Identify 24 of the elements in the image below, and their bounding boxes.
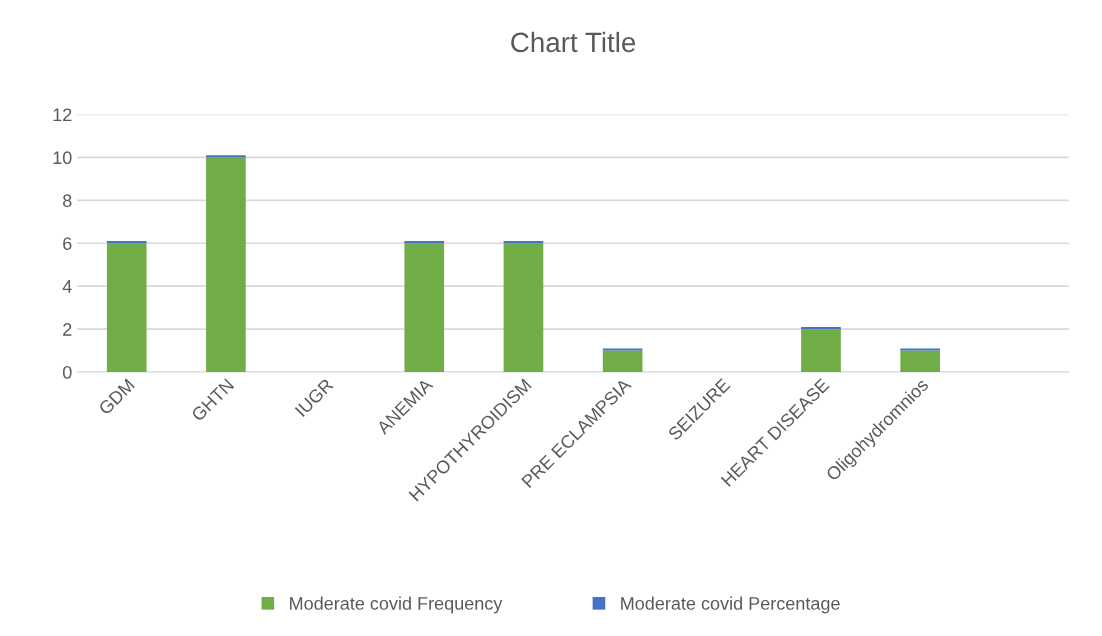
y-tick-label: 6 [63,237,72,250]
bar [503,243,544,373]
bar [106,243,147,373]
bar [602,350,643,373]
bar [206,157,246,373]
bar [404,241,445,244]
legend-label: Moderate covid Frequency [290,596,503,614]
y-tick-label: 10 [53,151,72,165]
bar [602,348,643,351]
y-tick-label: 4 [62,280,72,293]
y-tick-label: 0 [62,365,72,379]
legend-label: Moderate covid Percentage [621,596,840,614]
bar [801,329,841,373]
y-tick-label: 2 [63,323,72,336]
bar [503,241,544,244]
bar [106,241,147,244]
bar [900,348,941,351]
bar [404,243,445,373]
y-tick-label: 12 [53,108,72,122]
bar [206,155,246,158]
bar [801,326,841,330]
chart-title: Chart Title [511,31,636,53]
bar [900,350,941,373]
y-tick-label: 8 [63,194,72,208]
